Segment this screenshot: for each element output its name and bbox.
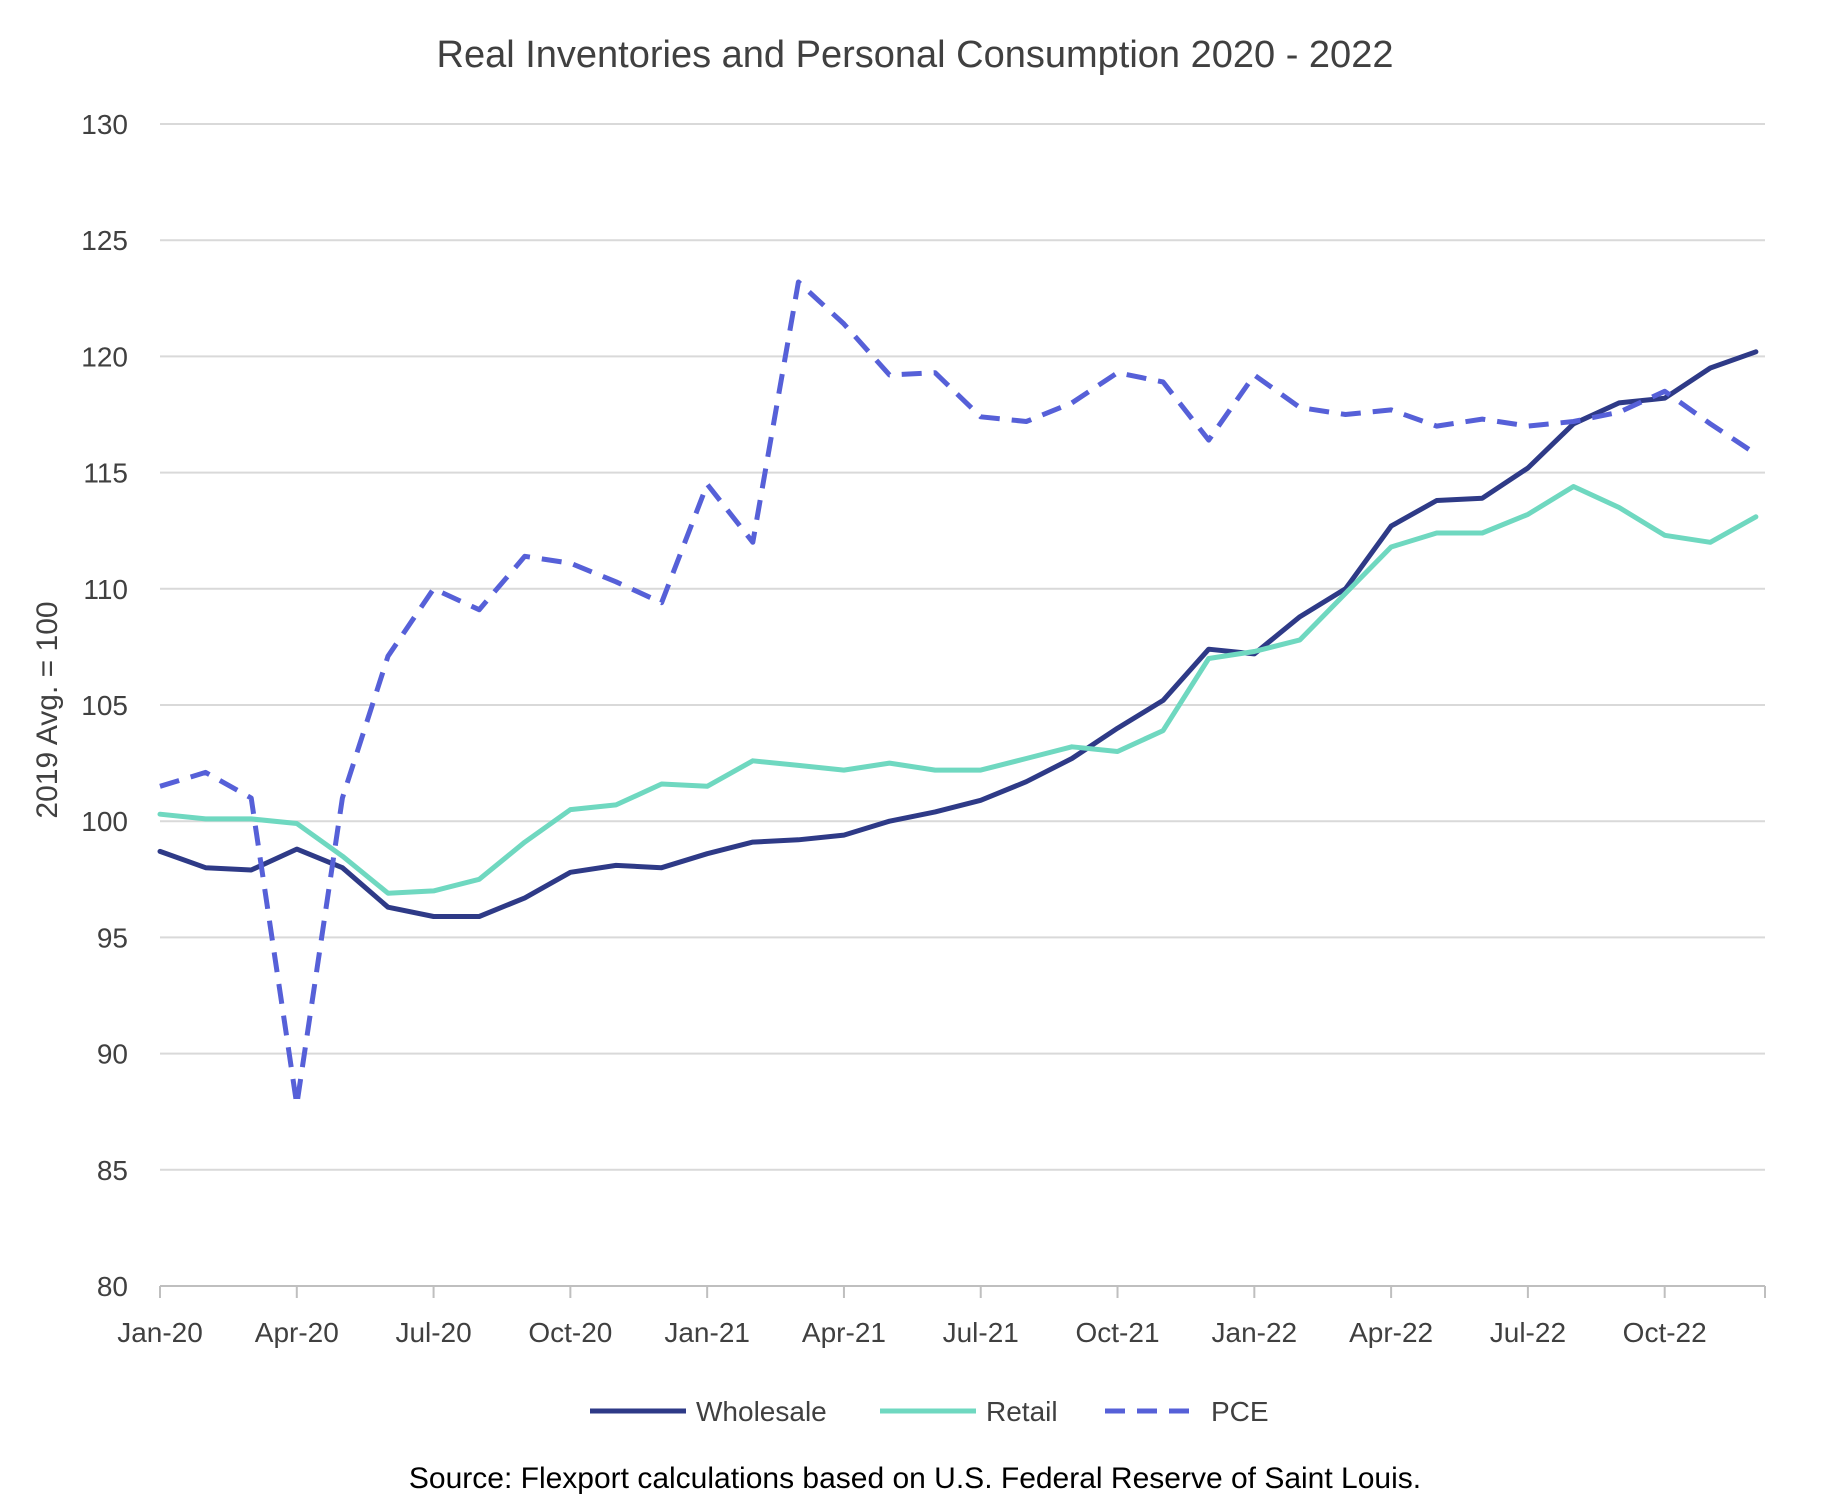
- x-tick-label: Jan-20: [117, 1317, 203, 1348]
- y-tick-label: 125: [81, 225, 128, 256]
- x-tick-label: Oct-20: [528, 1317, 612, 1348]
- legend: Wholesale Retail PCE: [590, 1396, 1269, 1427]
- x-tick-label: Jan-21: [664, 1317, 750, 1348]
- series-line-retail: [157, 484, 1759, 896]
- y-tick-label: 110: [83, 574, 128, 605]
- y-tick-label: 100: [81, 806, 128, 837]
- x-tick-label: Apr-22: [1349, 1317, 1433, 1348]
- source-note: Source: Flexport calculations based on U…: [409, 1462, 1421, 1495]
- y-tick-label: 115: [83, 458, 128, 489]
- x-tick-label: Apr-21: [802, 1317, 886, 1348]
- x-tick-label: Oct-21: [1076, 1317, 1160, 1348]
- series-line-wholesale: [157, 349, 1759, 919]
- y-tick-label: 90: [97, 1039, 128, 1070]
- x-tick-label: Oct-22: [1623, 1317, 1707, 1348]
- y-tick-label: 120: [81, 341, 128, 372]
- y-tick-label: 130: [81, 109, 128, 140]
- y-tick-label: 95: [97, 922, 128, 953]
- legend-label-wholesale: Wholesale: [696, 1396, 827, 1427]
- y-axis-label: 2019 Avg. = 100: [31, 601, 64, 818]
- y-tick-label: 80: [97, 1271, 128, 1302]
- axes: 80 85 90 95 100 105 110 115 120 125 130 Jan-20 Apr-2…: [81, 109, 1766, 1348]
- x-tick-label: Apr-20: [255, 1317, 339, 1348]
- series-lines: [157, 279, 1759, 1108]
- legend-label-pce: PCE: [1211, 1396, 1269, 1427]
- chart-title: Real Inventories and Personal Consumptio…: [437, 34, 1394, 76]
- y-tick-label: 85: [97, 1155, 128, 1186]
- y-tick-label: 105: [81, 690, 128, 721]
- gridlines: [160, 123, 1765, 1171]
- x-tick-label: Jul-22: [1490, 1317, 1566, 1348]
- x-tick-label: Jan-22: [1212, 1317, 1298, 1348]
- x-tick-label: Jul-20: [395, 1317, 471, 1348]
- series-line-pce: [159, 279, 1758, 1108]
- legend-label-retail: Retail: [986, 1396, 1058, 1427]
- x-tick-label: Jul-21: [943, 1317, 1019, 1348]
